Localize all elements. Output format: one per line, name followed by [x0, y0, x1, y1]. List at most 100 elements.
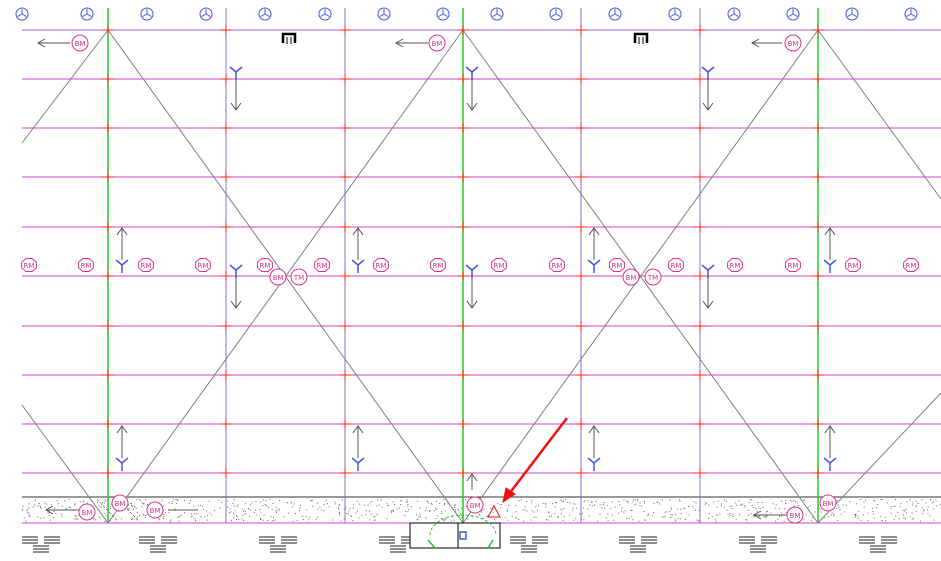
hatch-dot	[863, 514, 864, 516]
hatch-dot	[136, 519, 138, 521]
hatch-dot	[459, 515, 461, 516]
hatch-dot	[28, 503, 30, 505]
hatch-dot	[659, 503, 660, 505]
hatch-dot	[745, 519, 747, 521]
hatch-dot	[557, 516, 559, 518]
hatch-dot	[163, 505, 165, 507]
hatch-dot	[461, 517, 463, 518]
hatch-dot	[518, 518, 520, 520]
hatch-dot	[206, 519, 208, 521]
hatch-dot	[855, 514, 857, 516]
y-arm	[829, 259, 837, 266]
selected-detail[interactable]	[409, 514, 501, 549]
annotation-symbols	[15, 7, 918, 520]
y-arm	[235, 264, 243, 271]
hatch-dot	[781, 512, 783, 514]
hatch-dot	[341, 499, 343, 501]
hatch-dot	[684, 519, 686, 520]
hatch-dot	[263, 514, 265, 516]
hatch-dot	[843, 511, 845, 513]
hatch-dot	[785, 499, 787, 501]
hatch-dot	[391, 510, 393, 512]
hatch-dot	[398, 507, 400, 509]
hatch-dot	[719, 513, 721, 515]
truss-marker-tag: TM	[290, 268, 308, 286]
hatch-dot	[610, 507, 612, 509]
hatch-dot	[419, 516, 421, 518]
hatch-dot	[775, 520, 776, 522]
hatch-dot	[40, 506, 41, 508]
tri-star-spoke	[324, 13, 330, 17]
rafter-marker-tag: RM	[727, 258, 743, 272]
tri-star-spoke	[847, 13, 853, 17]
hatch-dot	[757, 502, 759, 503]
hatch-dot	[880, 515, 882, 517]
support-y-icon	[823, 457, 837, 471]
hatch-dot	[191, 513, 192, 515]
hatch-dot	[872, 511, 874, 512]
hatch-dot	[359, 503, 361, 505]
tag-outline	[290, 268, 308, 286]
hatch-dot	[260, 501, 261, 503]
hatch-dot	[805, 514, 807, 516]
hatch-dot	[441, 518, 443, 520]
hatch-dot	[601, 507, 603, 509]
tri-star-spoke	[142, 13, 148, 17]
beam-marker-tag: BM	[819, 494, 837, 512]
brace-line	[817, 29, 941, 200]
hatch-dot	[906, 501, 908, 503]
tag-outline	[78, 258, 94, 272]
hatch-dot	[515, 517, 517, 519]
hatch-dot	[319, 506, 321, 508]
hatch-dot	[113, 516, 115, 518]
hatch-dot	[563, 515, 565, 517]
hatch-dot	[727, 513, 729, 515]
hatch-dot	[134, 506, 136, 508]
hatch-dot	[708, 504, 710, 506]
rafter-marker-tag: RM	[314, 258, 330, 272]
hatch-dot	[174, 508, 176, 510]
hatch-dot	[626, 500, 628, 502]
hatch-dot	[242, 509, 244, 510]
hatch-dot	[144, 499, 146, 501]
arrow-head	[588, 227, 600, 236]
hatch-dot	[912, 517, 914, 519]
hatch-dot	[455, 509, 457, 510]
hatch-dot	[849, 501, 851, 503]
hatch-dot	[693, 501, 695, 503]
tag-outline	[609, 258, 625, 272]
hatch-dot	[300, 504, 302, 506]
hatch-dot	[245, 510, 246, 512]
hatch-dot	[363, 504, 365, 506]
hatch-dot	[740, 504, 741, 506]
arrow-head	[750, 38, 760, 48]
hatch-dot	[917, 502, 919, 504]
hatch-dot	[352, 520, 354, 522]
hatch-dot	[435, 507, 436, 509]
hatch-dot	[22, 509, 24, 511]
hatch-dot	[766, 510, 768, 512]
tag-label: BM	[115, 500, 126, 508]
hatch-dot	[535, 506, 537, 508]
tri-star-spoke	[729, 13, 735, 17]
beam-marker-tag: BM	[111, 494, 129, 512]
tri-star-spoke	[788, 13, 794, 17]
tag-outline	[845, 258, 861, 272]
rafter-marker-tag: RM	[430, 258, 446, 272]
hatch-dot	[583, 501, 585, 503]
hatch-dot	[840, 513, 842, 515]
hatch-dot	[68, 506, 70, 508]
hatch-dot	[483, 518, 484, 519]
hatch-dot	[133, 516, 135, 517]
hatch-dot	[387, 505, 389, 506]
hatch-dot	[170, 519, 172, 521]
hatch-dot	[744, 505, 746, 507]
hatch-dot	[29, 515, 31, 517]
hatch-dot	[299, 507, 301, 509]
tag-label: RM	[376, 262, 387, 270]
hatch-dot	[312, 505, 314, 507]
hatch-dot	[652, 515, 654, 517]
hatch-dot	[407, 505, 409, 507]
hatch-dot	[613, 519, 615, 521]
